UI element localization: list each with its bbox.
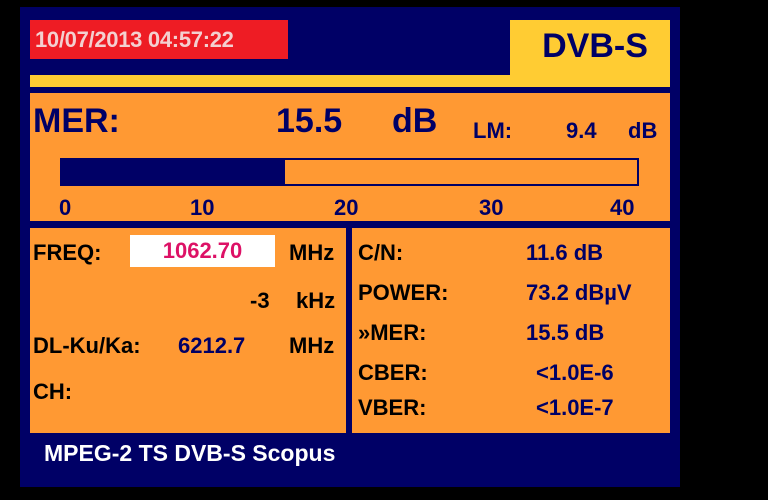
cber-value: <1.0E-6 xyxy=(536,360,614,385)
datetime: 10/07/2013 04:57:22 xyxy=(30,20,288,59)
mode-badge: DVB-S xyxy=(510,20,670,87)
scale-tick: 0 xyxy=(59,195,72,220)
scale-tick: 20 xyxy=(334,195,359,220)
dl-label: DL-Ku/Ka: xyxy=(33,333,141,358)
freq-unit: MHz xyxy=(289,240,335,265)
offset-unit: kHz xyxy=(296,288,336,313)
lm-label: LM: xyxy=(473,118,513,143)
measurements-section xyxy=(352,228,670,433)
scale-tick: 40 xyxy=(610,195,635,220)
mer-bar-fill xyxy=(62,160,285,184)
freq-label: FREQ: xyxy=(33,240,102,265)
lm-value: 9.4 xyxy=(566,118,597,143)
ch-label: CH: xyxy=(33,379,73,404)
dl-value: 6212.7 xyxy=(178,333,246,358)
power-value: 73.2 dBµV xyxy=(526,280,632,305)
mer-value: 15.5 xyxy=(276,102,343,140)
mer-unit: dB xyxy=(392,102,438,140)
offset-value: -3 xyxy=(250,288,270,313)
mer-bar xyxy=(60,158,639,186)
scale-tick: 30 xyxy=(479,195,504,220)
mer2-label: »MER: xyxy=(358,320,427,345)
scale-tick: 10 xyxy=(190,195,215,220)
lm-unit: dB xyxy=(628,118,658,143)
mer-section xyxy=(30,93,670,221)
dl-unit: MHz xyxy=(289,333,335,358)
vber-label: VBER: xyxy=(358,395,427,420)
mer-label: MER: xyxy=(33,102,120,140)
freq-input[interactable]: 1062.70 xyxy=(130,235,275,267)
vber-value: <1.0E-7 xyxy=(536,395,614,420)
mer2-value: 15.5 dB xyxy=(526,320,605,345)
cn-label: C/N: xyxy=(358,240,404,265)
cber-label: CBER: xyxy=(358,360,428,385)
cn-value: 11.6 dB xyxy=(526,240,604,265)
power-label: POWER: xyxy=(358,280,449,305)
stream-info: MPEG-2 TS DVB-S Scopus xyxy=(44,440,336,466)
